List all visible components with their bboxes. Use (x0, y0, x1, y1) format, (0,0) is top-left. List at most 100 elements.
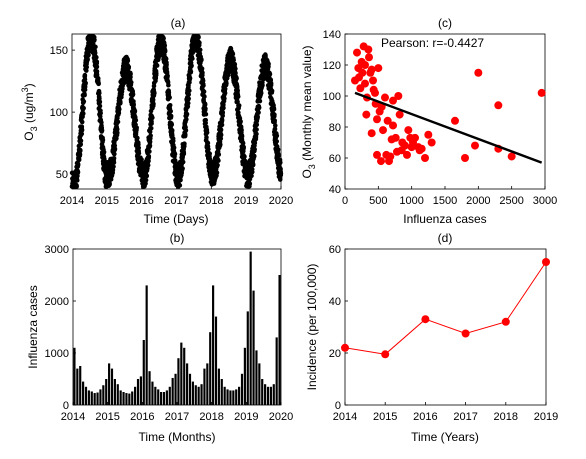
panel-c-point (394, 92, 403, 100)
panel-a-point (218, 132, 224, 138)
panel-b-bar (160, 392, 163, 405)
panel-c-point (367, 129, 376, 138)
panel-b-bar (264, 384, 267, 405)
panel-a-point (201, 89, 207, 94)
panel-a-point (167, 95, 172, 100)
panel-a-point (116, 110, 122, 116)
b-y-tick-label: 1000 (45, 348, 69, 360)
panel-a-point (165, 73, 170, 79)
panel-c-y-ticks: 40 60 80 100 120 140 (323, 29, 348, 196)
panel-a-point (162, 49, 168, 54)
panel-b-bar (154, 386, 157, 405)
panel-b-bar (79, 366, 82, 405)
panel-a-point (231, 57, 236, 63)
panel-b-bar (151, 381, 154, 405)
panel-a-point (186, 92, 192, 97)
panel-c-point (361, 79, 369, 88)
panel-b-bar (272, 384, 275, 405)
c-y-tick-label: 100 (323, 91, 341, 103)
panel-a-point (232, 61, 238, 67)
panel-b-bar (90, 391, 93, 405)
panel-a-point (112, 151, 117, 157)
panel-a-point (94, 55, 99, 60)
panel-a-point (239, 134, 245, 139)
panel-a-point (184, 111, 190, 117)
panel-a-point (78, 138, 84, 144)
panel-a-point (266, 61, 271, 67)
panel-c-point (424, 130, 433, 139)
panel-b-bar (131, 391, 134, 405)
panel-c-point (373, 115, 381, 124)
panel-a-point (218, 127, 224, 133)
panel-d-title: (d) (438, 231, 453, 245)
panel-a-point (81, 105, 86, 111)
b-y-tick-label: 2000 (45, 296, 69, 308)
panel-a-point (239, 127, 244, 133)
panel-a-point (186, 88, 192, 94)
panel-a-point (187, 75, 193, 81)
panel-a-point (94, 69, 100, 74)
panel-c-axes-box (344, 33, 546, 190)
panel-b-bar (220, 379, 223, 405)
panel-a-point (256, 105, 262, 110)
panel-b-title: (b) (170, 231, 185, 245)
panel-a-point (277, 177, 283, 182)
panel-a-point (221, 105, 226, 111)
panel-a-point (185, 104, 191, 109)
panel-c-point (361, 61, 369, 69)
panel-a-point (188, 69, 194, 74)
panel-a-point (197, 40, 202, 46)
panel-a-point (206, 146, 211, 152)
panel-a-point (252, 140, 258, 146)
panel-b-bar (113, 379, 116, 405)
panel-a-point (75, 169, 81, 175)
panel-b-bar (116, 384, 119, 405)
panel-a-point (216, 158, 221, 163)
panel-c-point (389, 121, 397, 130)
panel-c-point (383, 116, 392, 125)
panel-a-point (216, 152, 222, 157)
panel-a-point (150, 115, 155, 121)
d-x-tick-label: 2016 (413, 411, 437, 423)
panel-a-point (278, 171, 284, 176)
panel-b-bar (136, 379, 140, 405)
panel-a-point (111, 155, 117, 161)
panel-a-point (161, 36, 166, 41)
panel-a-point (92, 37, 97, 43)
panel-a-point (190, 56, 195, 61)
panel-b-bar (240, 373, 244, 405)
panel-b-bar (96, 392, 99, 405)
panel-a-point (252, 147, 257, 152)
panel-a-point (272, 118, 278, 123)
panel-a-point (199, 57, 204, 63)
panel-a-point (118, 100, 123, 106)
panel-a-ylabel-rest: (ug/m (22, 92, 36, 126)
panel-a-point (203, 111, 209, 117)
panel-a-point (202, 102, 208, 108)
panel-a-point (238, 124, 244, 129)
panel-a-point (84, 64, 89, 70)
panel-a-point (96, 90, 102, 96)
panel-b-influenza-monthly: (b) 2014 2015 2016 2017 2018 2019 2020 0 1000 20… (26, 231, 293, 444)
panel-d-point (501, 317, 510, 326)
panel-a-point (130, 91, 136, 97)
panel-b-bar (249, 251, 252, 405)
panel-a-point (76, 157, 82, 163)
panel-a-point (186, 96, 191, 101)
panel-c-x-ticks: 0 500 1000 1500 2000 2500 3000 (342, 186, 557, 207)
panel-a-point (151, 101, 156, 107)
panel-a-point (204, 130, 210, 135)
panel-a-data-points (69, 34, 284, 189)
panel-b-bar (194, 385, 197, 405)
panel-d-incidence-yearly: (d) 2014 2015 2016 2017 2018 2019 0 20 40 60 Tim… (305, 231, 558, 444)
c-x-tick-label: 2000 (466, 195, 490, 207)
panel-a-point (139, 157, 144, 162)
d-y-tick-label: 40 (329, 296, 341, 308)
panel-a-point (116, 106, 122, 112)
panel-a-point (183, 128, 189, 133)
panel-a-point (189, 63, 194, 69)
panel-b-bar (183, 347, 186, 405)
panel-c-point (371, 88, 379, 97)
panel-b-bar (93, 393, 96, 405)
